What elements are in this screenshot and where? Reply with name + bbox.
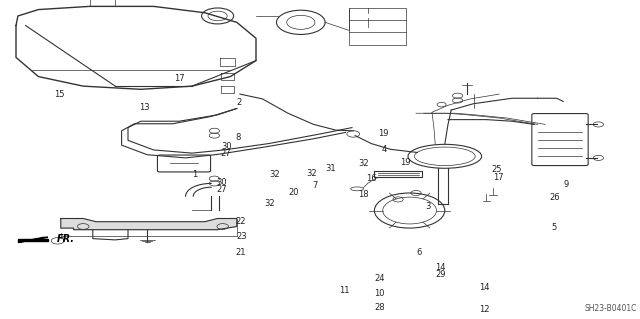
Text: 27: 27: [216, 185, 227, 194]
Text: 1: 1: [192, 170, 197, 179]
Text: 16: 16: [366, 174, 377, 182]
Text: 32: 32: [358, 159, 369, 168]
Text: 11: 11: [339, 286, 349, 295]
Text: 20: 20: [288, 188, 298, 197]
Text: 30: 30: [216, 178, 227, 187]
Text: 18: 18: [358, 190, 369, 199]
Text: 19: 19: [400, 158, 410, 167]
Text: 24: 24: [374, 274, 385, 283]
Polygon shape: [61, 219, 237, 230]
Text: SH23-B0401C: SH23-B0401C: [584, 304, 637, 313]
Text: 7: 7: [312, 181, 317, 189]
Text: 22: 22: [236, 217, 246, 226]
Text: 32: 32: [306, 169, 317, 178]
Text: 6: 6: [416, 248, 421, 256]
Text: 17: 17: [493, 173, 504, 182]
Text: 2: 2: [237, 98, 242, 107]
Text: 5: 5: [552, 223, 557, 232]
Text: 15: 15: [54, 90, 65, 99]
Text: 17: 17: [174, 74, 185, 83]
Text: 32: 32: [264, 199, 275, 208]
Text: 26: 26: [549, 193, 560, 202]
Text: 25: 25: [492, 165, 502, 174]
Text: 10: 10: [374, 289, 385, 298]
Text: 8: 8: [236, 133, 241, 142]
Text: 21: 21: [236, 248, 246, 256]
Text: 9: 9: [563, 180, 568, 189]
Text: 4: 4: [381, 145, 387, 154]
Text: 32: 32: [269, 170, 280, 179]
Text: 31: 31: [325, 164, 336, 173]
Text: 19: 19: [378, 130, 388, 138]
Text: 3: 3: [426, 202, 431, 211]
Text: 27: 27: [221, 149, 232, 158]
Text: 12: 12: [479, 305, 489, 314]
Text: 23: 23: [237, 232, 248, 241]
Polygon shape: [18, 237, 48, 242]
Text: 13: 13: [140, 103, 150, 112]
Text: 14: 14: [479, 283, 489, 292]
Text: 29: 29: [435, 271, 445, 279]
Bar: [349, 8, 406, 45]
Text: 30: 30: [221, 142, 232, 151]
Text: 28: 28: [374, 303, 385, 312]
Text: 14: 14: [435, 263, 445, 272]
Text: FR.: FR.: [56, 234, 74, 244]
Polygon shape: [18, 239, 48, 241]
